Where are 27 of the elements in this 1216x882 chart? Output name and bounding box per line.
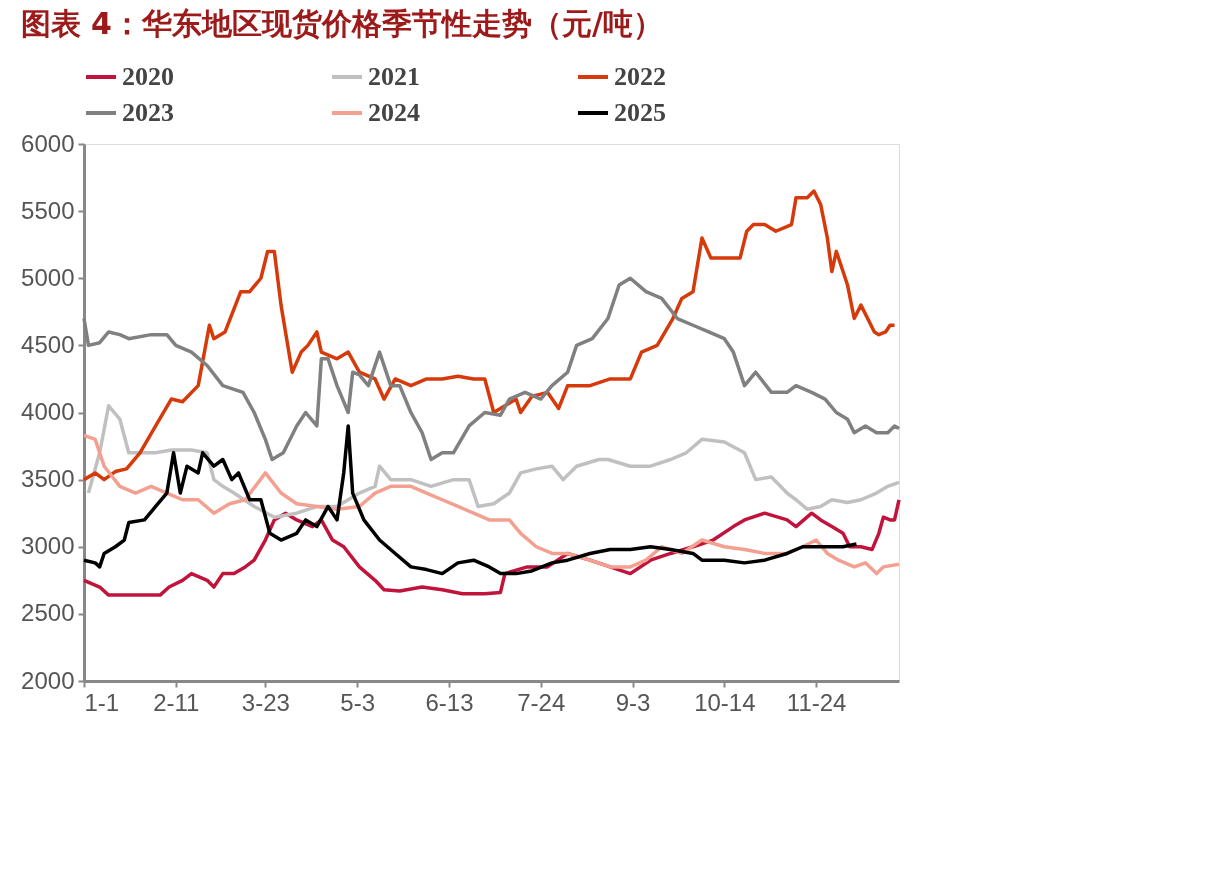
y-tick-label: 3500	[21, 465, 75, 493]
y-tick-label: 2500	[21, 599, 75, 627]
legend-label: 2022	[614, 62, 666, 91]
x-tick-label: 10-14	[694, 688, 756, 716]
x-tick-label: 9-3	[615, 688, 651, 716]
line-series	[82, 189, 897, 482]
y-tick-label: 5000	[21, 263, 75, 291]
x-tick-label: 2-11	[153, 688, 200, 716]
legend-label: 2023	[122, 98, 174, 127]
x-tick-label: 1-1	[84, 688, 120, 716]
legend-label: 2020	[122, 62, 174, 91]
x-tick-label: 7-24	[517, 688, 566, 716]
x-tick-label: 3-23	[241, 688, 290, 716]
y-tick-label: 2000	[21, 666, 75, 694]
y-tick-label: 3000	[21, 532, 75, 560]
x-tick-label: 6-13	[425, 688, 474, 716]
y-tick-label: 6000	[21, 129, 75, 157]
x-tick-label: 5-3	[340, 688, 375, 716]
line-series	[86, 404, 901, 519]
y-tick-label: 4000	[21, 398, 75, 425]
legend-label: 2021	[368, 62, 420, 91]
legend-label: 2024	[368, 98, 420, 127]
chart-title: 图表 4：华东地区现货价格季节性走势（元/吨）	[20, 6, 663, 41]
x-tick-label: 11-24	[786, 688, 847, 716]
y-tick-label: 4500	[21, 330, 75, 358]
legend-label: 2025	[614, 98, 666, 127]
y-tick-label: 5500	[21, 196, 75, 224]
